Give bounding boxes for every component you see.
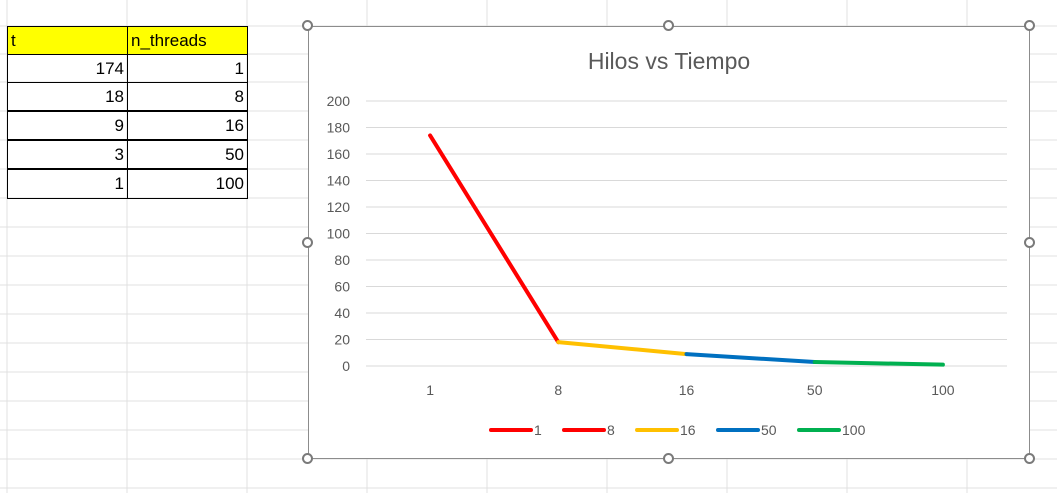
x-axis-tick-labels: 1 8 16 50 100 <box>426 382 955 398</box>
cell-t-row5[interactable]: 1 <box>7 169 128 199</box>
x-tick-label: 50 <box>807 382 823 398</box>
y-tick-label: 0 <box>342 358 350 374</box>
cell-t-row1[interactable]: 174 <box>7 54 128 83</box>
resize-handle-middle-left[interactable] <box>302 237 313 248</box>
cell-threads-row3[interactable]: 16 <box>127 111 248 140</box>
cell-t-row3[interactable]: 9 <box>7 111 128 140</box>
x-tick-label: 1 <box>426 382 434 398</box>
y-tick-label: 140 <box>327 173 351 189</box>
series-line-segment[interactable] <box>556 340 689 357</box>
y-tick-label: 80 <box>334 252 350 268</box>
y-gridlines <box>366 100 1007 367</box>
legend-label[interactable]: 16 <box>680 422 696 438</box>
legend-label[interactable]: 1 <box>534 422 542 438</box>
x-tick-label: 8 <box>554 382 562 398</box>
chart-area[interactable]: Hilos vs Tiempo 0 20 40 60 80 100 120 140 160 180… <box>308 26 1030 459</box>
series-line-segment[interactable] <box>684 352 817 365</box>
y-tick-label: 180 <box>327 120 351 136</box>
legend-label[interactable]: 100 <box>842 422 866 438</box>
y-tick-label: 100 <box>327 226 351 242</box>
line-chart: Hilos vs Tiempo 020406080100120140160180… <box>327 48 1007 438</box>
series-line-segment[interactable] <box>812 360 945 367</box>
chart-legend[interactable]: 1 8 16 50 100 <box>489 422 866 438</box>
x-tick-label: 100 <box>931 382 955 398</box>
resize-handle-top-left[interactable] <box>302 20 313 31</box>
legend-label[interactable]: 8 <box>607 422 615 438</box>
resize-handle-bottom-right[interactable] <box>1024 453 1035 464</box>
cell-t-row4[interactable]: 3 <box>7 140 128 169</box>
cell-threads-row4[interactable]: 50 <box>127 140 248 169</box>
y-tick-label: 200 <box>327 93 351 109</box>
resize-handle-bottom-center[interactable] <box>663 453 674 464</box>
resize-handle-bottom-left[interactable] <box>302 453 313 464</box>
y-axis-tick-labels: 0 20 40 60 80 100 120 140 160 180 200 <box>327 93 351 374</box>
cell-threads-row2[interactable]: 8 <box>127 82 248 111</box>
cell-threads-row1[interactable]: 1 <box>127 54 248 83</box>
y-tick-label: 60 <box>334 279 350 295</box>
series-line-segment[interactable] <box>428 133 561 345</box>
resize-handle-top-center[interactable] <box>663 20 674 31</box>
legend-label[interactable]: 50 <box>761 422 777 438</box>
y-tick-label: 160 <box>327 146 351 162</box>
y-tick-label: 120 <box>327 199 351 215</box>
resize-handle-top-right[interactable] <box>1024 20 1035 31</box>
cell-threads-row5[interactable]: 100 <box>127 169 248 199</box>
cell-t-row2[interactable]: 18 <box>7 82 128 111</box>
header-cell-t[interactable]: t <box>7 26 128 55</box>
x-tick-label: 16 <box>679 382 695 398</box>
header-cell-n-threads[interactable]: n_threads <box>127 26 248 55</box>
series-lines[interactable] <box>428 133 945 367</box>
chart-title[interactable]: Hilos vs Tiempo <box>588 48 750 74</box>
y-tick-label: 40 <box>334 305 350 321</box>
y-tick-label: 20 <box>334 332 350 348</box>
resize-handle-middle-right[interactable] <box>1024 237 1035 248</box>
